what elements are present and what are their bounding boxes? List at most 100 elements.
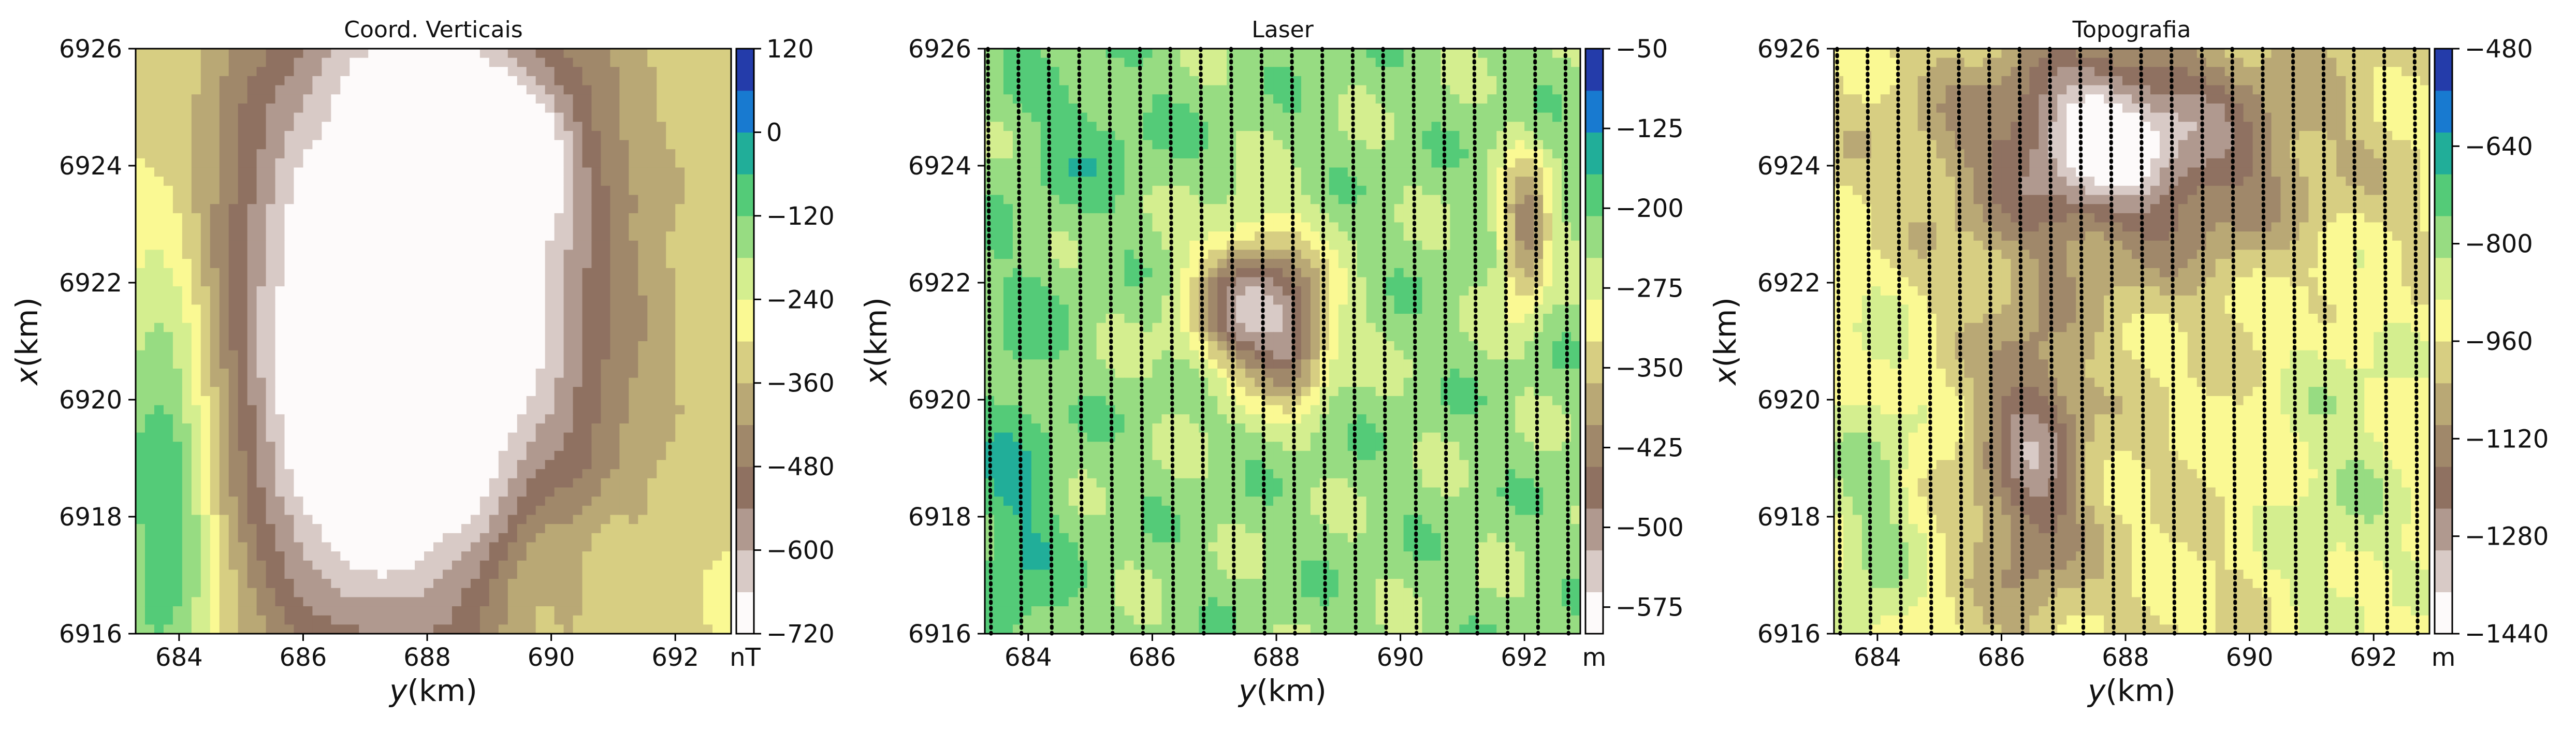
heatmap-cell (210, 551, 220, 561)
heatmap-cell (228, 85, 239, 95)
heatmap-cell (703, 295, 713, 305)
heatmap-cell (1245, 130, 1255, 141)
heatmap-cell (1506, 122, 1516, 132)
heatmap-cell (247, 570, 257, 579)
colorbar-segment (736, 90, 754, 133)
heatmap-cell (200, 533, 211, 543)
heatmap-cell (1040, 94, 1051, 104)
heatmap-cell (275, 560, 285, 571)
heatmap-cell (442, 497, 453, 506)
heatmap-cell (294, 579, 304, 589)
heatmap-cell (722, 615, 732, 625)
heatmap-cell (219, 195, 229, 205)
heatmap-cell (219, 478, 229, 488)
heatmap-cell (172, 259, 183, 269)
heatmap-cell (350, 167, 359, 177)
heatmap-cell (163, 158, 173, 168)
heatmap-cell (182, 579, 192, 589)
heatmap-cell (601, 423, 611, 433)
heatmap-cell (452, 570, 462, 579)
heatmap-cell (498, 314, 508, 324)
heatmap-cell (433, 396, 443, 406)
heatmap-cell (657, 240, 666, 251)
heatmap-cell (675, 487, 685, 497)
heatmap-cell (591, 615, 602, 625)
heatmap-cell (545, 414, 555, 424)
heatmap-cell (266, 112, 276, 122)
heatmap-cell (573, 460, 583, 470)
heatmap-cell (136, 195, 145, 205)
heatmap-cell (415, 606, 425, 616)
heatmap-cell (685, 204, 694, 214)
heatmap-cell (1217, 158, 1227, 168)
heatmap-cell (675, 94, 685, 104)
heatmap-cell (526, 579, 536, 589)
heatmap-cell (266, 286, 276, 296)
heatmap-cell (703, 368, 713, 378)
heatmap-cell (619, 185, 629, 196)
heatmap-cell (675, 505, 685, 516)
heatmap-cell (238, 570, 248, 579)
heatmap-cell (331, 423, 341, 433)
heatmap-cell (331, 469, 341, 479)
heatmap-cell (238, 323, 248, 332)
heatmap-cell (1273, 85, 1283, 95)
heatmap-cell (377, 94, 387, 104)
heatmap-cell (200, 341, 211, 351)
heatmap-cell (210, 94, 220, 104)
heatmap-cell (256, 597, 267, 607)
heatmap-cell (182, 122, 192, 132)
heatmap-cell (172, 167, 183, 177)
heatmap-cell (722, 368, 732, 378)
heatmap-cell (154, 606, 164, 616)
heatmap-cell (256, 185, 267, 196)
heatmap-cell (228, 442, 239, 451)
heatmap-cell (1161, 122, 1171, 132)
heatmap-cell (433, 478, 443, 488)
heatmap-cell (591, 67, 602, 77)
heatmap-cell (136, 442, 145, 451)
heatmap-cell (163, 460, 173, 470)
heatmap-cell (163, 505, 173, 516)
heatmap-cell (712, 158, 722, 168)
heatmap-cell (1552, 67, 1562, 77)
heatmap-cell (275, 268, 285, 278)
colorbar-segment (736, 174, 754, 216)
heatmap-cell (303, 359, 313, 369)
heatmap-cell (1385, 85, 1395, 95)
heatmap-cell (657, 332, 666, 342)
heatmap-cell (340, 222, 350, 232)
heatmap-cell (489, 76, 499, 86)
heatmap-cell (368, 414, 378, 424)
heatmap-cell (442, 469, 453, 479)
heatmap-cell (591, 396, 602, 406)
heatmap-cell (182, 140, 192, 150)
heatmap-cell (703, 560, 713, 571)
heatmap-cell (163, 204, 173, 214)
heatmap-cell (210, 314, 220, 324)
heatmap-cell (238, 149, 248, 159)
heatmap-cell (694, 295, 704, 305)
heatmap-cell (647, 277, 657, 287)
heatmap-cell (489, 551, 499, 561)
heatmap-cell (647, 615, 657, 625)
heatmap-cell (666, 76, 676, 86)
heatmap-cell (470, 76, 481, 86)
heatmap-cell (582, 542, 592, 552)
heatmap-cell (172, 177, 183, 186)
heatmap-cell (247, 304, 257, 314)
heatmap-cell (284, 49, 295, 59)
heatmap-cell (136, 377, 145, 387)
heatmap-cell (1450, 112, 1460, 122)
heatmap-cell (1552, 158, 1562, 168)
heatmap-cell (712, 167, 722, 177)
heatmap-cell (573, 624, 583, 634)
heatmap-cell (591, 341, 602, 351)
heatmap-cell (377, 442, 387, 451)
heatmap-cell (405, 103, 415, 113)
heatmap-cell (563, 130, 574, 141)
heatmap-cell (256, 579, 267, 589)
heatmap-cell (191, 277, 201, 287)
heatmap-cell (461, 268, 471, 278)
heatmap-cell (507, 167, 518, 177)
